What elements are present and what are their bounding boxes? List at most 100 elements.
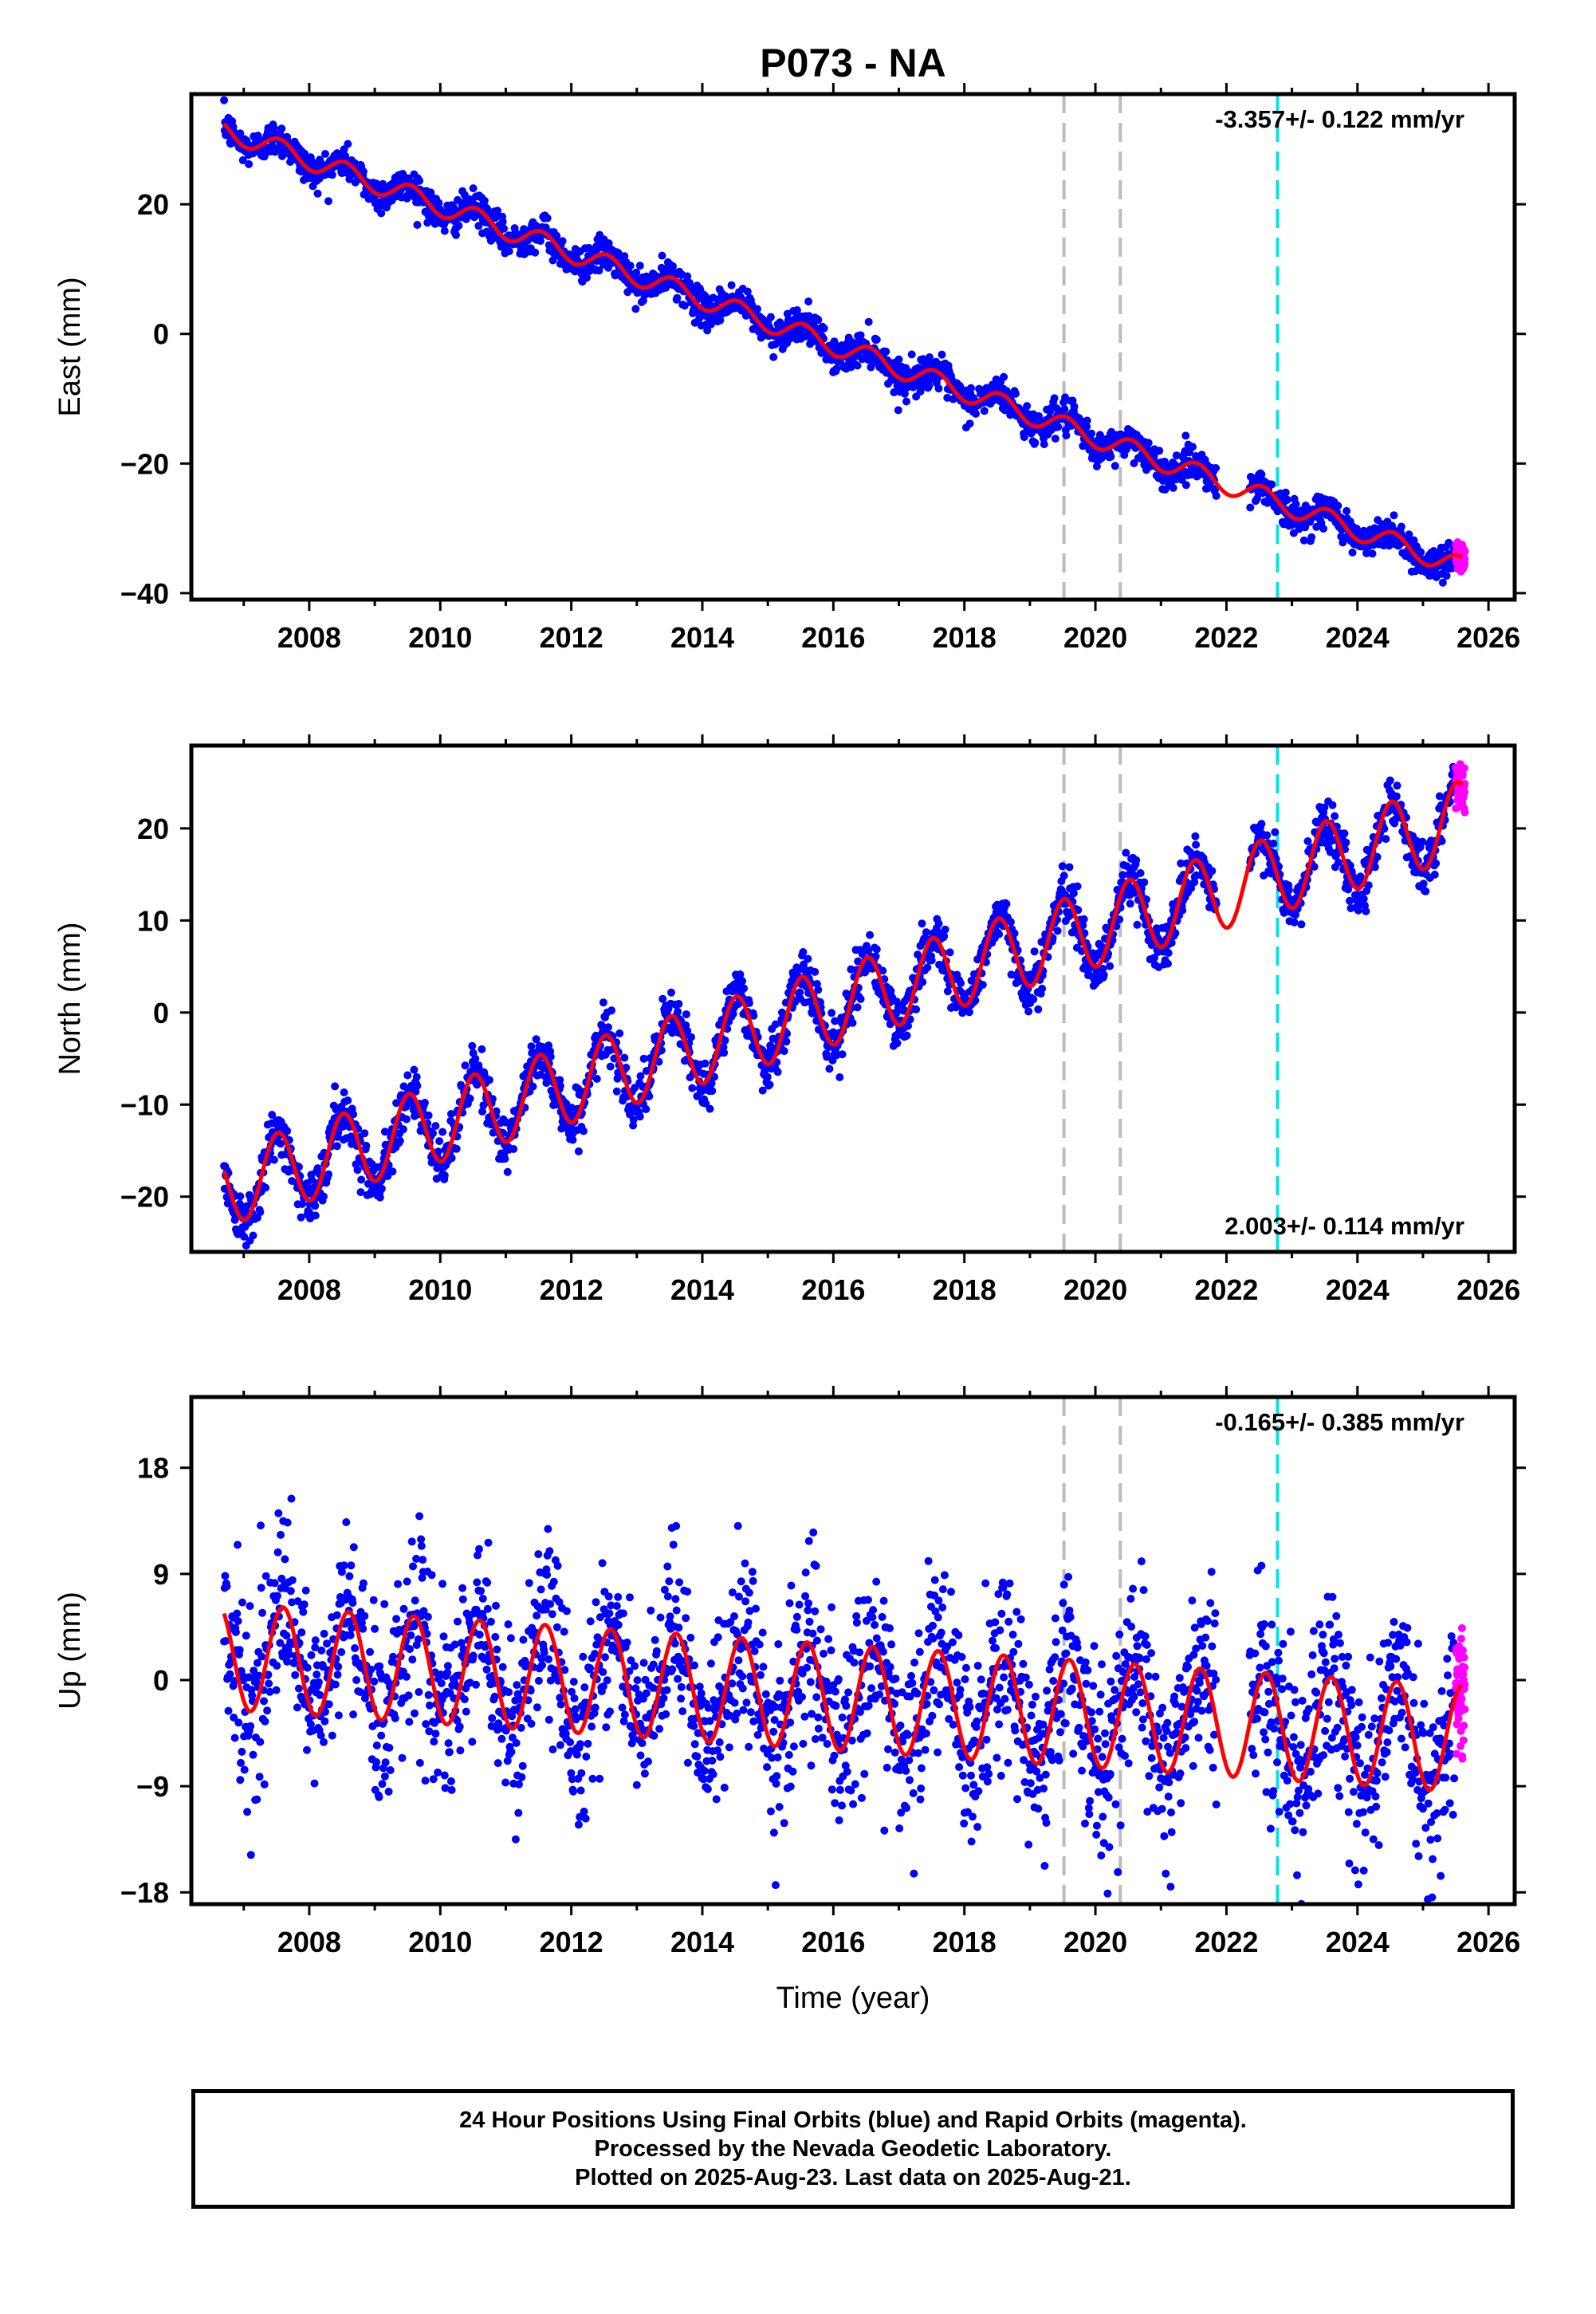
data-point [583,274,591,282]
data-point [297,1213,305,1222]
data-point [1189,443,1197,451]
data-point [804,954,812,963]
data-point [645,1092,654,1100]
data-point [402,1103,411,1112]
data-point [1178,906,1187,915]
data-point [498,218,507,226]
data-point [592,1075,601,1083]
data-point [1065,863,1074,872]
data-point [283,1127,292,1135]
data-point [501,1155,509,1163]
x-tick-label: 2020 [1063,1273,1127,1306]
data-point [1212,464,1221,472]
data-point [420,1099,429,1107]
data-point [446,1110,455,1118]
data-point [934,384,943,393]
data-point [938,350,946,359]
data-point [691,308,700,316]
data-point [1430,870,1439,879]
data-point [978,981,987,989]
data-point [683,1026,692,1035]
data-point [370,1677,379,1686]
data-point [250,1667,258,1675]
data-point [1070,402,1079,411]
data-point [466,1094,474,1103]
data-point [242,1631,250,1640]
data-point [500,224,509,233]
data-point [1111,462,1119,470]
data-point [359,1624,368,1633]
data-point [256,1208,265,1217]
data-point [377,1184,386,1193]
gps-time-series-chart: P073 - NA 2008 2010 2012 2014 2016 2018 2020 20… [53,41,1526,2015]
data-point [264,1671,273,1679]
data-point [328,1731,336,1740]
plot-area-0 [220,94,1469,600]
data-point [1092,462,1101,470]
data-point [546,1053,555,1061]
x-tick-label: 2010 [408,621,472,654]
data-point [1000,372,1008,381]
data-point [965,419,974,428]
data-point [272,1686,281,1694]
data-point [965,1008,973,1017]
series-final-orbits [220,96,1460,587]
x-tick-label: 2014 [670,1273,734,1306]
data-point [900,389,909,398]
data-point [1118,871,1127,880]
data-point [674,1007,682,1016]
x-tick-label: 2010 [408,1273,472,1306]
data-point [321,150,329,158]
data-point [1342,838,1350,847]
data-point [461,1061,470,1070]
data-point [340,1561,348,1570]
data-point [1130,459,1138,467]
data-point [1418,837,1427,846]
data-point [1303,837,1312,845]
data-point [1144,439,1153,447]
data-point [1291,911,1299,919]
data-point [349,1543,358,1552]
data-point [1010,929,1019,938]
x-tick-label: 2024 [1326,1273,1390,1306]
data-point [300,1600,309,1609]
x-tick-label: 2018 [933,1273,997,1306]
data-point [920,375,929,384]
data-point [620,1053,629,1062]
data-point [1460,764,1468,773]
data-point [436,205,445,214]
data-point [1073,882,1082,891]
data-point [314,1678,323,1686]
data-point [622,1063,631,1072]
data-point [1364,881,1373,890]
data-point [604,1023,612,1032]
data-point [413,1081,422,1090]
data-point [909,383,918,392]
data-point [941,925,949,934]
x-tick-label: 2024 [1326,621,1390,654]
data-point [344,140,352,148]
data-point [395,1136,404,1145]
data-point [631,305,640,313]
data-point [1421,887,1430,895]
data-point [832,1051,841,1060]
data-point [1460,780,1469,788]
data-point [434,199,443,207]
data-point [454,222,463,230]
x-tick-label: 2026 [1456,1273,1520,1306]
data-point [1412,836,1421,845]
data-point [763,1072,772,1081]
data-point [245,159,254,168]
data-point [415,176,424,185]
data-point [440,226,449,235]
data-point [282,1631,291,1640]
x-tick-label: 2012 [540,1273,603,1306]
data-point [1390,511,1398,520]
data-point [273,1592,281,1600]
data-point [258,1608,266,1617]
data-point [926,353,934,361]
x-tick-label: 2012 [540,621,603,654]
data-point [1099,964,1107,973]
data-point [360,1129,369,1138]
data-point [1331,812,1339,821]
